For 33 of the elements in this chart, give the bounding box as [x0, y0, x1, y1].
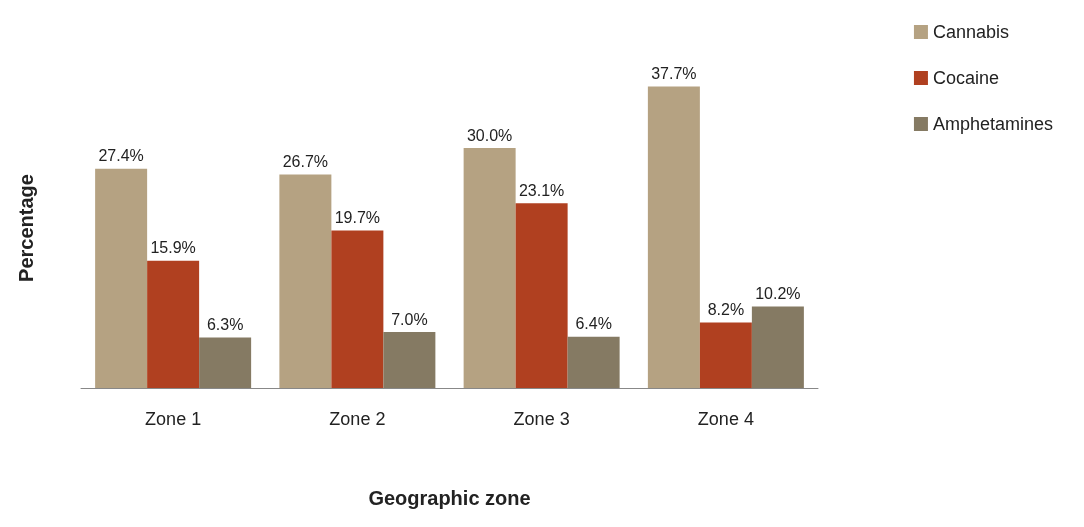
data-label: 30.0%	[466, 126, 513, 144]
legend-label: Cannabis	[932, 22, 1009, 42]
x-axis-title: Geographic zone	[368, 487, 531, 509]
bar	[383, 332, 436, 388]
y-axis-title: Percentage	[15, 174, 37, 282]
bar	[699, 322, 752, 388]
data-label: 10.2%	[755, 284, 801, 302]
x-tick-label: Zone 4	[697, 409, 754, 429]
bar	[147, 260, 200, 388]
data-label: 7.0%	[391, 310, 428, 328]
data-label: 23.1%	[518, 181, 565, 199]
x-tick-label: Zone 2	[329, 409, 386, 429]
bar	[515, 203, 568, 388]
data-label: 8.2%	[707, 300, 745, 318]
bar	[331, 230, 384, 388]
legend-label: Cocaine	[932, 68, 999, 88]
bar	[647, 86, 700, 388]
legend-label: Amphetamines	[932, 114, 1053, 134]
bar	[279, 174, 332, 388]
data-label: 37.7%	[651, 64, 697, 82]
data-label: 27.4%	[98, 147, 144, 165]
data-label: 15.9%	[150, 239, 196, 257]
x-tick-label: Zone 1	[145, 409, 202, 429]
x-tick-label: Zone 3	[513, 409, 570, 429]
bar	[567, 336, 620, 388]
data-label: 6.3%	[206, 316, 244, 334]
data-label: 26.7%	[282, 152, 329, 170]
data-label: 19.7%	[334, 208, 381, 226]
bar	[463, 148, 516, 388]
data-label: 6.4%	[575, 315, 612, 333]
bar	[199, 337, 252, 388]
bar	[751, 306, 804, 388]
bar	[95, 168, 148, 388]
